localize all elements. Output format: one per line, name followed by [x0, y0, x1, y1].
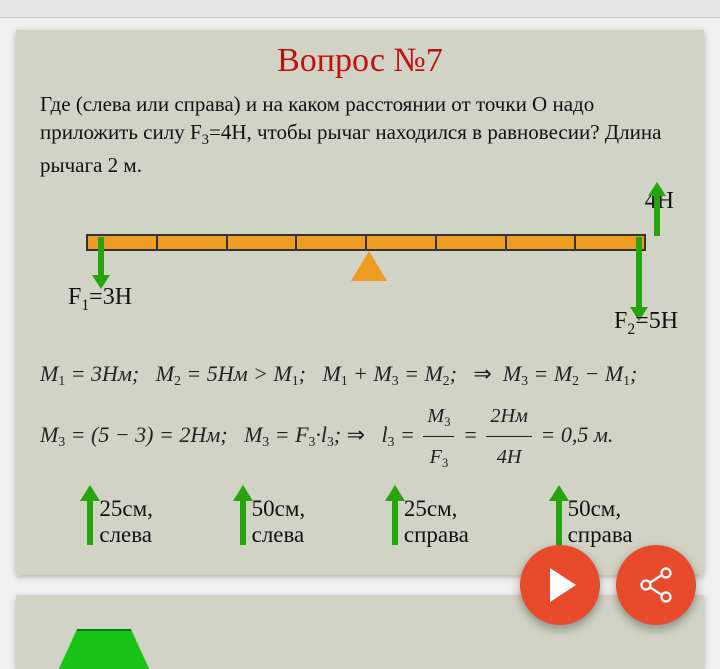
question-text: Где (слева или справа) и на каком рассто… — [40, 90, 680, 180]
answer-option-4[interactable]: 50см,справа — [556, 496, 633, 549]
answer-text: 25см,слева — [99, 496, 153, 549]
equation-line-2: M3 = (5 − 3) = 2Нм; M3 = F3·l3; ⇒ l3 = M… — [40, 396, 680, 478]
lever-diagram: 4Н F1=3Н F2=5Н — [36, 194, 684, 344]
lever-segment — [367, 236, 437, 249]
answer-option-2[interactable]: 50см,слева — [240, 496, 306, 549]
play-icon — [550, 568, 576, 602]
arrow-up-icon — [240, 499, 246, 545]
arrow-4h-up-icon — [654, 194, 660, 236]
play-button[interactable] — [520, 545, 600, 625]
share-button[interactable] — [616, 545, 696, 625]
answer-text: 50см,слева — [252, 496, 306, 549]
answer-text: 50см,справа — [568, 496, 633, 549]
equations-block: M1 = 3Нм; M2 = 5Нм > M1; M1 + M3 = M2; ⇒… — [40, 352, 680, 478]
slide-next-peek — [16, 595, 704, 669]
arrow-up-icon — [87, 499, 93, 545]
arrow-up-icon — [392, 499, 398, 545]
f2-label: F2=5Н — [614, 308, 678, 339]
lever-segment — [297, 236, 367, 249]
lever-bar — [86, 234, 646, 251]
share-icon — [636, 565, 676, 605]
browser-top-bar — [0, 0, 720, 18]
answer-text: 25см,справа — [404, 496, 469, 549]
slide-title: Вопрос №7 — [40, 42, 680, 80]
f1-label: F1=3Н — [68, 284, 132, 315]
answer-options: 25см,слева 50см,слева 25см,справа 50см,с… — [40, 496, 680, 549]
lever-segment — [158, 236, 228, 249]
lever-segment — [437, 236, 507, 249]
equation-line-1: M1 = 3Нм; M2 = 5Нм > M1; M1 + M3 = M2; ⇒… — [40, 352, 680, 396]
green-trapezoid-icon — [56, 629, 152, 669]
slide-main: Вопрос №7 Где (слева или справа) и на ка… — [16, 30, 704, 575]
arrow-f1-down-icon — [98, 237, 104, 277]
lever-segment — [228, 236, 298, 249]
answer-option-3[interactable]: 25см,справа — [392, 496, 469, 549]
fulcrum-triangle-icon — [351, 251, 387, 281]
answer-option-1[interactable]: 25см,слева — [87, 496, 153, 549]
arrow-f2-down-icon — [636, 237, 642, 309]
lever-segment — [576, 236, 644, 249]
lever-segment — [507, 236, 577, 249]
arrow-up-icon — [556, 499, 562, 545]
